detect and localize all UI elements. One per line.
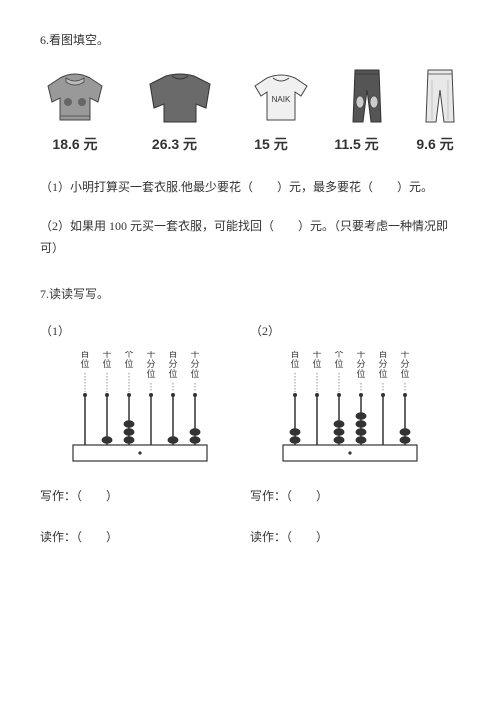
q6-sub1: （1）小明打算买一套衣服.他最少要花（ ）元，最多要花（ ）元。 bbox=[40, 177, 460, 199]
q6-title: 6.看图填空。 bbox=[40, 30, 460, 52]
price-row: 18.6 元 26.3 元 15 元 11.5 元 9.6 元 bbox=[40, 132, 460, 157]
sweater-icon bbox=[40, 72, 110, 124]
svg-text:位: 位 bbox=[400, 368, 409, 379]
q6-sub2: （2）如果用 100 元买一套衣服，可能找回（ ）元。（只要考虑一种情况即可） bbox=[40, 216, 460, 259]
abacus-icon: 百位十位个位十分位百分位千分位 bbox=[275, 351, 435, 466]
price: 11.5 元 bbox=[332, 132, 382, 157]
q7-title: 7.读读写写。 bbox=[40, 284, 460, 306]
svg-text:分: 分 bbox=[400, 359, 409, 369]
tshirt-icon: NAIK bbox=[249, 72, 313, 124]
svg-text:十: 十 bbox=[146, 351, 155, 359]
q7-labels: （1） （2） bbox=[40, 321, 460, 343]
svg-text:位: 位 bbox=[124, 358, 133, 369]
pants2-icon bbox=[420, 68, 460, 124]
svg-text:千: 千 bbox=[190, 351, 199, 359]
cloth-item bbox=[347, 68, 387, 126]
svg-text:分: 分 bbox=[378, 359, 387, 369]
svg-text:分: 分 bbox=[190, 359, 199, 369]
price: 15 元 bbox=[239, 132, 303, 157]
svg-text:百: 百 bbox=[80, 351, 89, 359]
svg-text:十: 十 bbox=[356, 351, 365, 359]
svg-text:位: 位 bbox=[378, 368, 387, 379]
cloth-item bbox=[40, 72, 110, 126]
svg-text:分: 分 bbox=[146, 359, 155, 369]
q7-right-label: （2） bbox=[250, 321, 460, 343]
svg-text:位: 位 bbox=[102, 358, 111, 369]
svg-text:百: 百 bbox=[290, 351, 299, 359]
longsleeve-icon bbox=[144, 72, 216, 124]
svg-text:分: 分 bbox=[168, 359, 177, 369]
svg-text:个: 个 bbox=[124, 351, 133, 359]
abacus-1: 百位十位个位十分位百分位千分位 bbox=[40, 351, 250, 466]
write-left: 写作：（ ） bbox=[40, 486, 250, 508]
svg-text:位: 位 bbox=[80, 358, 89, 369]
cloth-item: NAIK bbox=[249, 72, 313, 126]
abacus-2: 百位十位个位十分位百分位千分位 bbox=[250, 351, 460, 466]
price: 9.6 元 bbox=[410, 132, 460, 157]
abacus-row: 百位十位个位十分位百分位千分位 百位十位个位十分位百分位千分位 bbox=[40, 351, 460, 466]
svg-text:位: 位 bbox=[356, 368, 365, 379]
q7-left-label: （1） bbox=[40, 321, 250, 343]
svg-text:位: 位 bbox=[290, 358, 299, 369]
cloth-item bbox=[420, 68, 460, 126]
svg-text:NAIK: NAIK bbox=[272, 95, 291, 104]
svg-text:千: 千 bbox=[400, 351, 409, 359]
svg-text:百: 百 bbox=[378, 351, 387, 359]
read-row: 读作：（ ） 读作：（ ） bbox=[40, 527, 460, 549]
svg-text:十: 十 bbox=[102, 351, 111, 359]
svg-text:百: 百 bbox=[168, 351, 177, 359]
svg-text:十: 十 bbox=[312, 351, 321, 359]
write-right: 写作：（ ） bbox=[250, 486, 460, 508]
price: 26.3 元 bbox=[139, 132, 211, 157]
clothes-row: NAIK bbox=[40, 68, 460, 126]
read-right: 读作：（ ） bbox=[250, 527, 460, 549]
pants-icon bbox=[347, 68, 387, 124]
svg-text:位: 位 bbox=[146, 368, 155, 379]
abacus-icon: 百位十位个位十分位百分位千分位 bbox=[65, 351, 225, 466]
write-row: 写作：（ ） 写作：（ ） bbox=[40, 486, 460, 508]
svg-text:个: 个 bbox=[334, 351, 343, 359]
svg-text:位: 位 bbox=[168, 368, 177, 379]
svg-text:位: 位 bbox=[334, 358, 343, 369]
price: 18.6 元 bbox=[40, 132, 110, 157]
svg-text:分: 分 bbox=[356, 359, 365, 369]
svg-text:位: 位 bbox=[190, 368, 199, 379]
svg-text:位: 位 bbox=[312, 358, 321, 369]
cloth-item bbox=[144, 72, 216, 126]
read-left: 读作：（ ） bbox=[40, 527, 250, 549]
